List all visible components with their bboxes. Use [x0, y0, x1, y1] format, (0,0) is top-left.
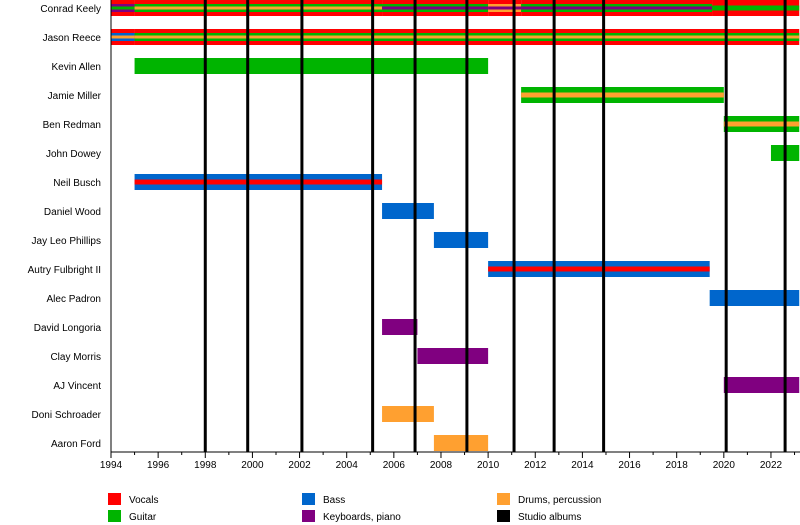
member-row: Autry Fulbright II	[28, 261, 710, 277]
legend-item: Keyboards, piano	[302, 510, 401, 523]
legend-label: Studio albums	[518, 512, 581, 523]
member-row: Clay Morris	[50, 348, 489, 364]
member-row: Alec Padron	[47, 290, 800, 306]
x-tick-label: 2000	[241, 460, 264, 471]
member-bar-keyboards	[723, 377, 800, 393]
member-name: Neil Busch	[53, 178, 101, 189]
member-row: John Dowey	[46, 145, 800, 161]
x-tick-label: 2004	[336, 460, 359, 471]
legend-item: Drums, percussion	[497, 493, 601, 506]
x-tick-label: 2006	[383, 460, 406, 471]
member-row: Aaron Ford	[51, 435, 489, 451]
member-bar-guitar	[134, 58, 489, 74]
member-bar-vocals	[134, 179, 383, 185]
member-name: AJ Vincent	[53, 381, 101, 392]
member-bar-bass	[709, 290, 800, 306]
member-row: AJ Vincent	[53, 377, 800, 393]
member-bar-bass	[433, 232, 489, 248]
member-name: Doni Schroader	[32, 410, 102, 421]
legend-item: Bass	[302, 493, 345, 506]
x-tick-label: 2020	[713, 460, 736, 471]
legend-item: Guitar	[108, 510, 157, 523]
member-name: Kevin Allen	[52, 62, 101, 73]
member-row: Kevin Allen	[52, 58, 489, 74]
x-tick-label: 2008	[430, 460, 453, 471]
member-name: Conrad Keely	[40, 4, 101, 15]
x-tick-label: 2014	[571, 460, 594, 471]
legend-swatch	[108, 510, 121, 522]
legend-swatch	[497, 493, 510, 505]
member-row: Jamie Miller	[48, 87, 724, 103]
member-row: Conrad Keely	[40, 0, 800, 16]
member-bar-drums	[723, 121, 800, 127]
member-bar-keyboards	[382, 6, 489, 10]
member-bar-drums	[433, 435, 489, 451]
member-row: Ben Redman	[43, 116, 800, 132]
member-row: Daniel Wood	[44, 203, 434, 219]
member-bar-guitar	[111, 6, 135, 10]
member-row: Jason Reece	[43, 29, 800, 45]
legend-swatch	[302, 493, 315, 505]
legend-swatch	[497, 510, 510, 522]
member-bar-keyboards	[521, 6, 713, 10]
x-tick-label: 2016	[618, 460, 641, 471]
member-row: Doni Schroader	[32, 406, 434, 422]
member-bar-drums	[134, 6, 383, 10]
x-tick-label: 2012	[524, 460, 547, 471]
member-row: David Longoria	[34, 319, 418, 335]
x-tick-label: 1994	[100, 460, 123, 471]
member-name: Aaron Ford	[51, 439, 101, 450]
x-tick-label: 2010	[477, 460, 500, 471]
legend-item: Studio albums	[497, 510, 581, 523]
member-row: Jay Leo Phillips	[32, 232, 489, 248]
member-name: Daniel Wood	[44, 207, 101, 218]
legend-label: Bass	[323, 495, 345, 506]
member-bar-bass	[382, 203, 434, 219]
x-tick-label: 2022	[760, 460, 783, 471]
member-bar-vocals	[488, 266, 710, 272]
legend-label: Vocals	[129, 495, 158, 506]
legend-label: Guitar	[129, 512, 157, 523]
legend-label: Drums, percussion	[518, 495, 601, 506]
member-row: Neil Busch	[53, 174, 383, 190]
member-name: Autry Fulbright II	[28, 265, 101, 276]
member-bar-keyboards	[488, 6, 522, 10]
legend-swatch	[302, 510, 315, 522]
member-bar-keyboards	[417, 348, 489, 364]
member-name: David Longoria	[34, 323, 102, 334]
x-tick-label: 2018	[666, 460, 689, 471]
member-name: Jay Leo Phillips	[32, 236, 101, 247]
member-name: Jason Reece	[43, 33, 102, 44]
member-name: Ben Redman	[43, 120, 101, 131]
x-tick-label: 1996	[147, 460, 170, 471]
x-tick-label: 1998	[194, 460, 217, 471]
member-bar-guitar	[712, 5, 800, 11]
member-bar-keyboards	[382, 319, 418, 335]
x-tick-label: 2002	[288, 460, 311, 471]
member-bar-drums	[382, 406, 434, 422]
legend-label: Keyboards, piano	[323, 512, 401, 523]
member-name: John Dowey	[46, 149, 101, 160]
member-name: Jamie Miller	[48, 91, 102, 102]
legend-item: Vocals	[108, 493, 158, 506]
legend-swatch	[108, 493, 121, 505]
member-name: Alec Padron	[47, 294, 101, 305]
member-name: Clay Morris	[50, 352, 101, 363]
member-bar-drums	[111, 35, 135, 39]
member-bar-drums	[521, 92, 724, 98]
